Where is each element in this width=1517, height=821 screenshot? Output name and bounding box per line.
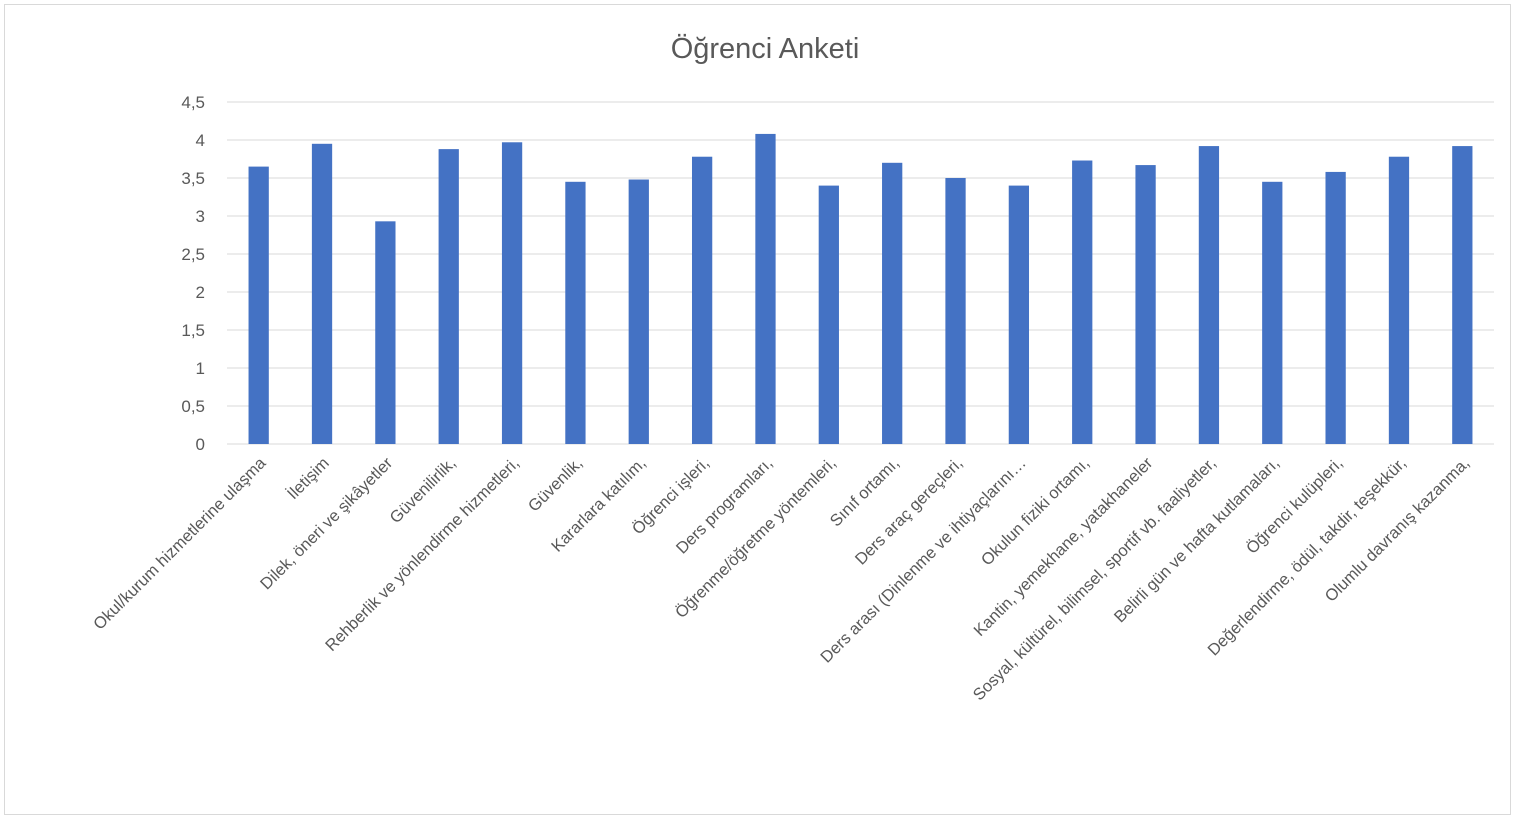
bar: [882, 162, 903, 445]
bar: [1325, 171, 1346, 445]
bar: [628, 179, 649, 444]
x-category-label: Güvenlik,: [525, 454, 586, 515]
y-axis-ticks: 0 0,5 1 1,5 2 2,5 3 3,5 4 4,5: [181, 93, 205, 454]
y-tick-label: 3: [196, 207, 205, 226]
bar: [755, 133, 776, 445]
gridlines: [227, 101, 1494, 445]
x-category-label: Okulun fiziki ortamı,: [978, 454, 1093, 569]
y-tick-label: 0: [196, 435, 205, 454]
x-category-label: Dilek, öneri ve şikâyetler: [257, 454, 397, 594]
bar: [565, 181, 586, 445]
bar: [1008, 185, 1030, 444]
bar: [1072, 160, 1093, 444]
y-tick-label: 1: [196, 359, 205, 378]
bar: [691, 156, 713, 444]
y-tick-label: 0,5: [181, 397, 205, 416]
y-tick-label: 1,5: [181, 321, 205, 340]
y-tick-label: 2,5: [181, 245, 205, 264]
x-category-label: Sosyal, kültürel, bilimsel, sportif vb. …: [970, 454, 1220, 704]
bar: [375, 221, 396, 444]
bars: [248, 133, 1473, 445]
x-category-label: Okul/kurum hizmetlerine ulaşma: [90, 454, 270, 634]
bar: [1262, 181, 1283, 445]
bar: [945, 178, 966, 444]
bar: [1198, 146, 1220, 444]
y-tick-label: 4,5: [181, 93, 205, 112]
x-category-label: İletişim: [283, 453, 333, 503]
y-tick-label: 2: [196, 283, 205, 302]
bar: [501, 142, 523, 444]
bar: [1135, 165, 1156, 444]
bar: [248, 166, 269, 444]
y-tick-label: 3,5: [181, 169, 205, 188]
bar: [818, 185, 839, 444]
chart-title: Öğrenci Anketi: [671, 33, 860, 65]
x-axis-labels: Okul/kurum hizmetlerine ulaşma İletişimDi…: [90, 453, 1473, 704]
bar: [438, 149, 459, 444]
y-tick-label: 4: [196, 131, 205, 150]
bar: [1452, 146, 1473, 444]
bar: [1388, 156, 1410, 444]
bar: [311, 143, 333, 445]
x-category-label: Ders araç gereçleri,: [852, 454, 967, 569]
